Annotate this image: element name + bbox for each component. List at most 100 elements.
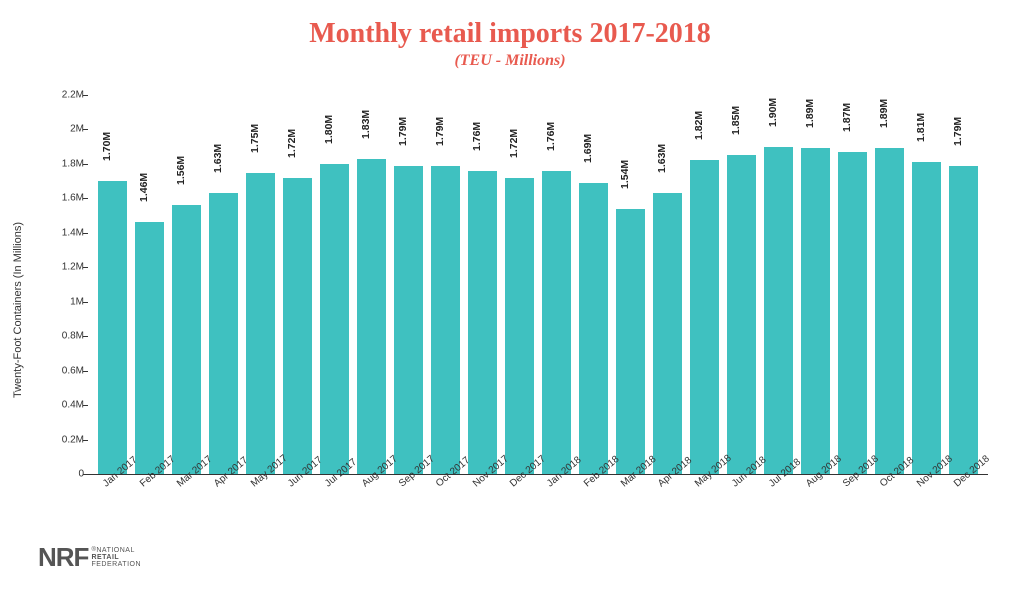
x-tick-label: Oct 2018 <box>871 475 908 525</box>
bar-value-label: 1.76M <box>471 122 483 151</box>
bar-value-label: 1.89M <box>878 99 890 128</box>
bar-slot: 1.79M <box>427 95 464 474</box>
bar-slot: 1.90M <box>760 95 797 474</box>
bar <box>209 193 239 474</box>
x-tick-label: Jul 2018 <box>760 475 797 525</box>
y-tick: 2M <box>50 124 84 135</box>
x-tick-label: Apr 2018 <box>649 475 686 525</box>
bar-value-label: 1.79M <box>434 116 446 145</box>
bar-slot: 1.89M <box>797 95 834 474</box>
x-tick-label: Jan 2017 <box>94 475 131 525</box>
x-tick-label: May 2018 <box>686 475 723 525</box>
bar-slot: 1.89M <box>871 95 908 474</box>
bar <box>357 159 387 474</box>
x-tick-label: Nov 2018 <box>908 475 945 525</box>
logo-abbr: NRF <box>38 542 88 573</box>
bar-slot: 1.79M <box>390 95 427 474</box>
bar-value-label: 1.75M <box>249 123 261 152</box>
x-axis-labels: Jan 2017Feb 2017Mar 2017Apr 2017May 2017… <box>88 475 988 525</box>
bar-slot: 1.54M <box>612 95 649 474</box>
bar <box>394 166 424 474</box>
bar-slot: 1.72M <box>501 95 538 474</box>
x-tick-label: Feb 2017 <box>131 475 168 525</box>
y-tick: 1.8M <box>50 158 84 169</box>
x-tick-label: Apr 2017 <box>205 475 242 525</box>
y-tick: 0.4M <box>50 400 84 411</box>
bar-slot: 1.63M <box>205 95 242 474</box>
bar-value-label: 1.72M <box>286 129 298 158</box>
bar-slot: 1.69M <box>575 95 612 474</box>
bar-slot: 1.56M <box>168 95 205 474</box>
bar <box>431 166 461 474</box>
bar-slot: 1.85M <box>723 95 760 474</box>
bar <box>912 162 942 474</box>
bar-slot: 1.76M <box>538 95 575 474</box>
bar-slot: 1.83M <box>353 95 390 474</box>
bar <box>505 178 535 474</box>
bar-value-label: 1.72M <box>508 129 520 158</box>
bar-value-label: 1.79M <box>952 116 964 145</box>
x-tick-label: Jun 2017 <box>279 475 316 525</box>
logo-fulltext: ®NATIONAL RETAIL FEDERATION <box>91 547 141 568</box>
y-tick: 1.2M <box>50 262 84 273</box>
bar-value-label: 1.90M <box>767 98 779 127</box>
bar-value-label: 1.89M <box>804 99 816 128</box>
x-tick-label: Dec 2018 <box>945 475 982 525</box>
bar-value-label: 1.82M <box>693 111 705 140</box>
bar-value-label: 1.76M <box>545 122 557 151</box>
plot-area: 1.70M1.46M1.56M1.63M1.75M1.72M1.80M1.83M… <box>88 95 988 475</box>
x-tick-label: Oct 2017 <box>427 475 464 525</box>
bar-value-label: 1.63M <box>212 144 224 173</box>
bar-value-label: 1.54M <box>619 160 631 189</box>
y-tick: 2.2M <box>50 90 84 101</box>
bar <box>616 209 646 474</box>
bar-value-label: 1.83M <box>360 110 372 139</box>
bar-slot: 1.63M <box>649 95 686 474</box>
bars-container: 1.70M1.46M1.56M1.63M1.75M1.72M1.80M1.83M… <box>88 95 988 474</box>
y-tick: 0.6M <box>50 365 84 376</box>
bar <box>98 181 128 474</box>
bar-slot: 1.81M <box>908 95 945 474</box>
bar-value-label: 1.81M <box>915 113 927 142</box>
chart-header: Monthly retail imports 2017-2018 (TEU - … <box>0 0 1020 70</box>
x-tick-label: Nov 2017 <box>464 475 501 525</box>
y-tick: 1.6M <box>50 193 84 204</box>
x-tick-label: Sep 2017 <box>390 475 427 525</box>
bar-value-label: 1.70M <box>101 132 113 161</box>
bar <box>468 171 498 474</box>
x-tick-label: May 2017 <box>242 475 279 525</box>
bar <box>801 148 831 474</box>
bar-slot: 1.80M <box>316 95 353 474</box>
bar-value-label: 1.87M <box>841 103 853 132</box>
y-tick: 0.8M <box>50 331 84 342</box>
bar <box>542 171 572 474</box>
bar <box>875 148 905 474</box>
x-tick-label: Aug 2017 <box>353 475 390 525</box>
chart-subtitle: (TEU - Millions) <box>0 52 1020 70</box>
bar-slot: 1.75M <box>242 95 279 474</box>
bar-slot: 1.70M <box>94 95 131 474</box>
bar <box>690 160 720 474</box>
y-tick: 1.4M <box>50 227 84 238</box>
bar <box>172 205 202 474</box>
y-tick: 0.2M <box>50 434 84 445</box>
y-tick: 0 <box>50 469 84 480</box>
chart-title: Monthly retail imports 2017-2018 <box>0 18 1020 50</box>
bar <box>579 183 609 474</box>
x-tick-label: Mar 2018 <box>612 475 649 525</box>
bar <box>283 178 313 474</box>
x-tick-label: Feb 2018 <box>575 475 612 525</box>
bar-slot: 1.72M <box>279 95 316 474</box>
bar-slot: 1.76M <box>464 95 501 474</box>
bar <box>949 166 979 474</box>
x-tick-label: Jul 2017 <box>316 475 353 525</box>
x-tick-label: Mar 2017 <box>168 475 205 525</box>
bar-value-label: 1.56M <box>175 156 187 185</box>
bar <box>838 152 868 474</box>
x-tick-label: Aug 2018 <box>797 475 834 525</box>
x-tick-label: Jan 2018 <box>538 475 575 525</box>
bar-slot: 1.82M <box>686 95 723 474</box>
bar-value-label: 1.85M <box>730 106 742 135</box>
bar <box>764 147 794 474</box>
bar-value-label: 1.80M <box>323 115 335 144</box>
